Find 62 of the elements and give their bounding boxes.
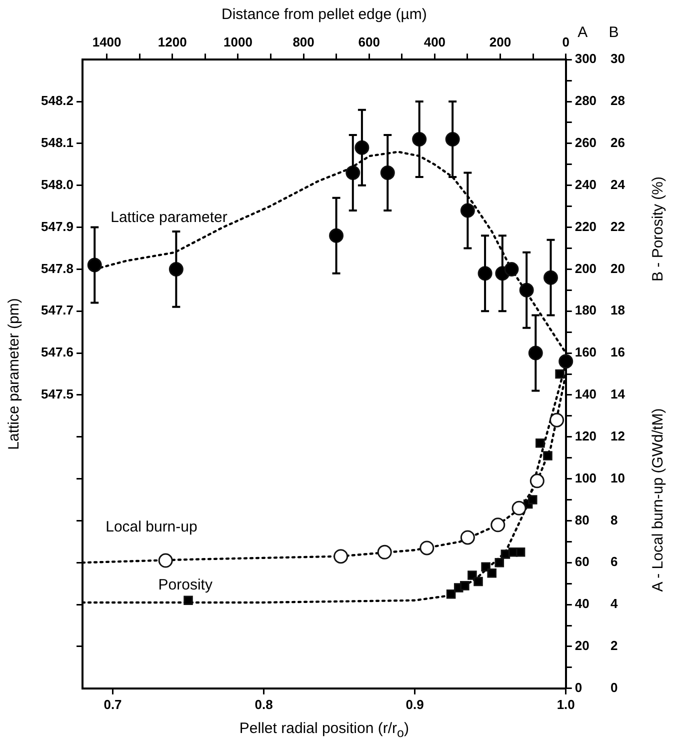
text: Lattice parameter	[110, 209, 228, 226]
y2-tick-label: 140	[574, 386, 597, 402]
y3-tick-label: 30	[610, 51, 626, 66]
x2-axis-title: Distance from pellet edge (µm)	[221, 6, 427, 23]
text: A	[578, 24, 588, 41]
y2-tick-label: 80	[574, 512, 590, 528]
y2-tick-label: 260	[574, 135, 597, 150]
y2-axis-title: A - Local burn-up (GWd/tM)	[650, 408, 666, 592]
y3-tick-label: 18	[610, 302, 626, 318]
y3-tick-label: 0	[610, 680, 618, 695]
y3-tick-label: 28	[610, 93, 626, 108]
y2-tick-label: 120	[574, 428, 597, 444]
series-label: Porosity	[158, 576, 213, 594]
y-axis-title: Lattice parameter (pm)	[6, 298, 22, 450]
x2-tick-label: 1200	[158, 34, 187, 50]
y2-tick-label: 200	[574, 260, 597, 276]
x-tick-label: 0.8	[254, 696, 273, 712]
x2-tick-label: 1400	[92, 34, 122, 50]
y2-tick-label: 240	[574, 176, 597, 192]
y-tick-label: 548.2	[40, 93, 74, 108]
y2-tick-label: 0	[574, 680, 582, 695]
y3-tick-label: 6	[610, 554, 618, 570]
y2-tick-label: 20	[574, 638, 590, 654]
x2-tick-label: 800	[292, 34, 314, 50]
series-label: Local burn-up	[106, 518, 198, 536]
x-tick-label: 0.9	[406, 696, 424, 712]
y3-tick-label: 10	[610, 470, 626, 486]
y3-tick-label: 22	[610, 218, 626, 234]
y2-tick-label: 280	[574, 93, 597, 108]
y3-tick-label: 14	[610, 386, 626, 402]
y2-tick-label: 300	[574, 51, 597, 66]
y-tick-label: 548.1	[40, 135, 74, 150]
y3-tick-label: 12	[610, 428, 626, 444]
y2-tick-label: 180	[574, 302, 597, 318]
y3-tick-label: 4	[610, 596, 619, 612]
y3-tick-label: 26	[610, 135, 626, 150]
x2-tick-label: 1000	[223, 34, 252, 50]
y2-tick-label: 60	[574, 554, 590, 570]
y-tick-label: 547.9	[40, 218, 74, 234]
y3-tick-label: 24	[610, 176, 626, 192]
y2-tick-label: 100	[574, 470, 597, 486]
x2-tick-label: 400	[424, 34, 446, 50]
text: B	[608, 24, 619, 41]
y3-tick-label: 16	[610, 344, 626, 360]
x-tick-label: 0.7	[104, 696, 122, 712]
y-tick-label: 548.0	[40, 176, 74, 192]
y3-tick-label: 20	[610, 260, 626, 276]
y-tick-label: 547.8	[40, 260, 74, 276]
y-tick-label: 547.7	[40, 302, 74, 318]
y2-tick-label: 40	[574, 596, 590, 612]
y3-tick-label: 2	[610, 638, 618, 654]
x2-tick-label: 600	[358, 34, 380, 50]
y-tick-label: 547.6	[40, 344, 74, 360]
x-axis-title: Pellet radial position (r/r$_{o}$)	[239, 720, 409, 740]
x2-tick-label: 200	[489, 34, 512, 50]
y2-tick-label: 160	[574, 344, 597, 360]
y3-axis-title: B - Porosity (%)	[650, 176, 666, 282]
y3-tick-label: 8	[610, 512, 618, 528]
y-tick-label: 547.5	[40, 386, 74, 402]
x2-tick-label: 0	[562, 34, 570, 50]
y2-tick-label: 220	[574, 218, 597, 234]
x-tick-label: 1.0	[556, 696, 575, 712]
